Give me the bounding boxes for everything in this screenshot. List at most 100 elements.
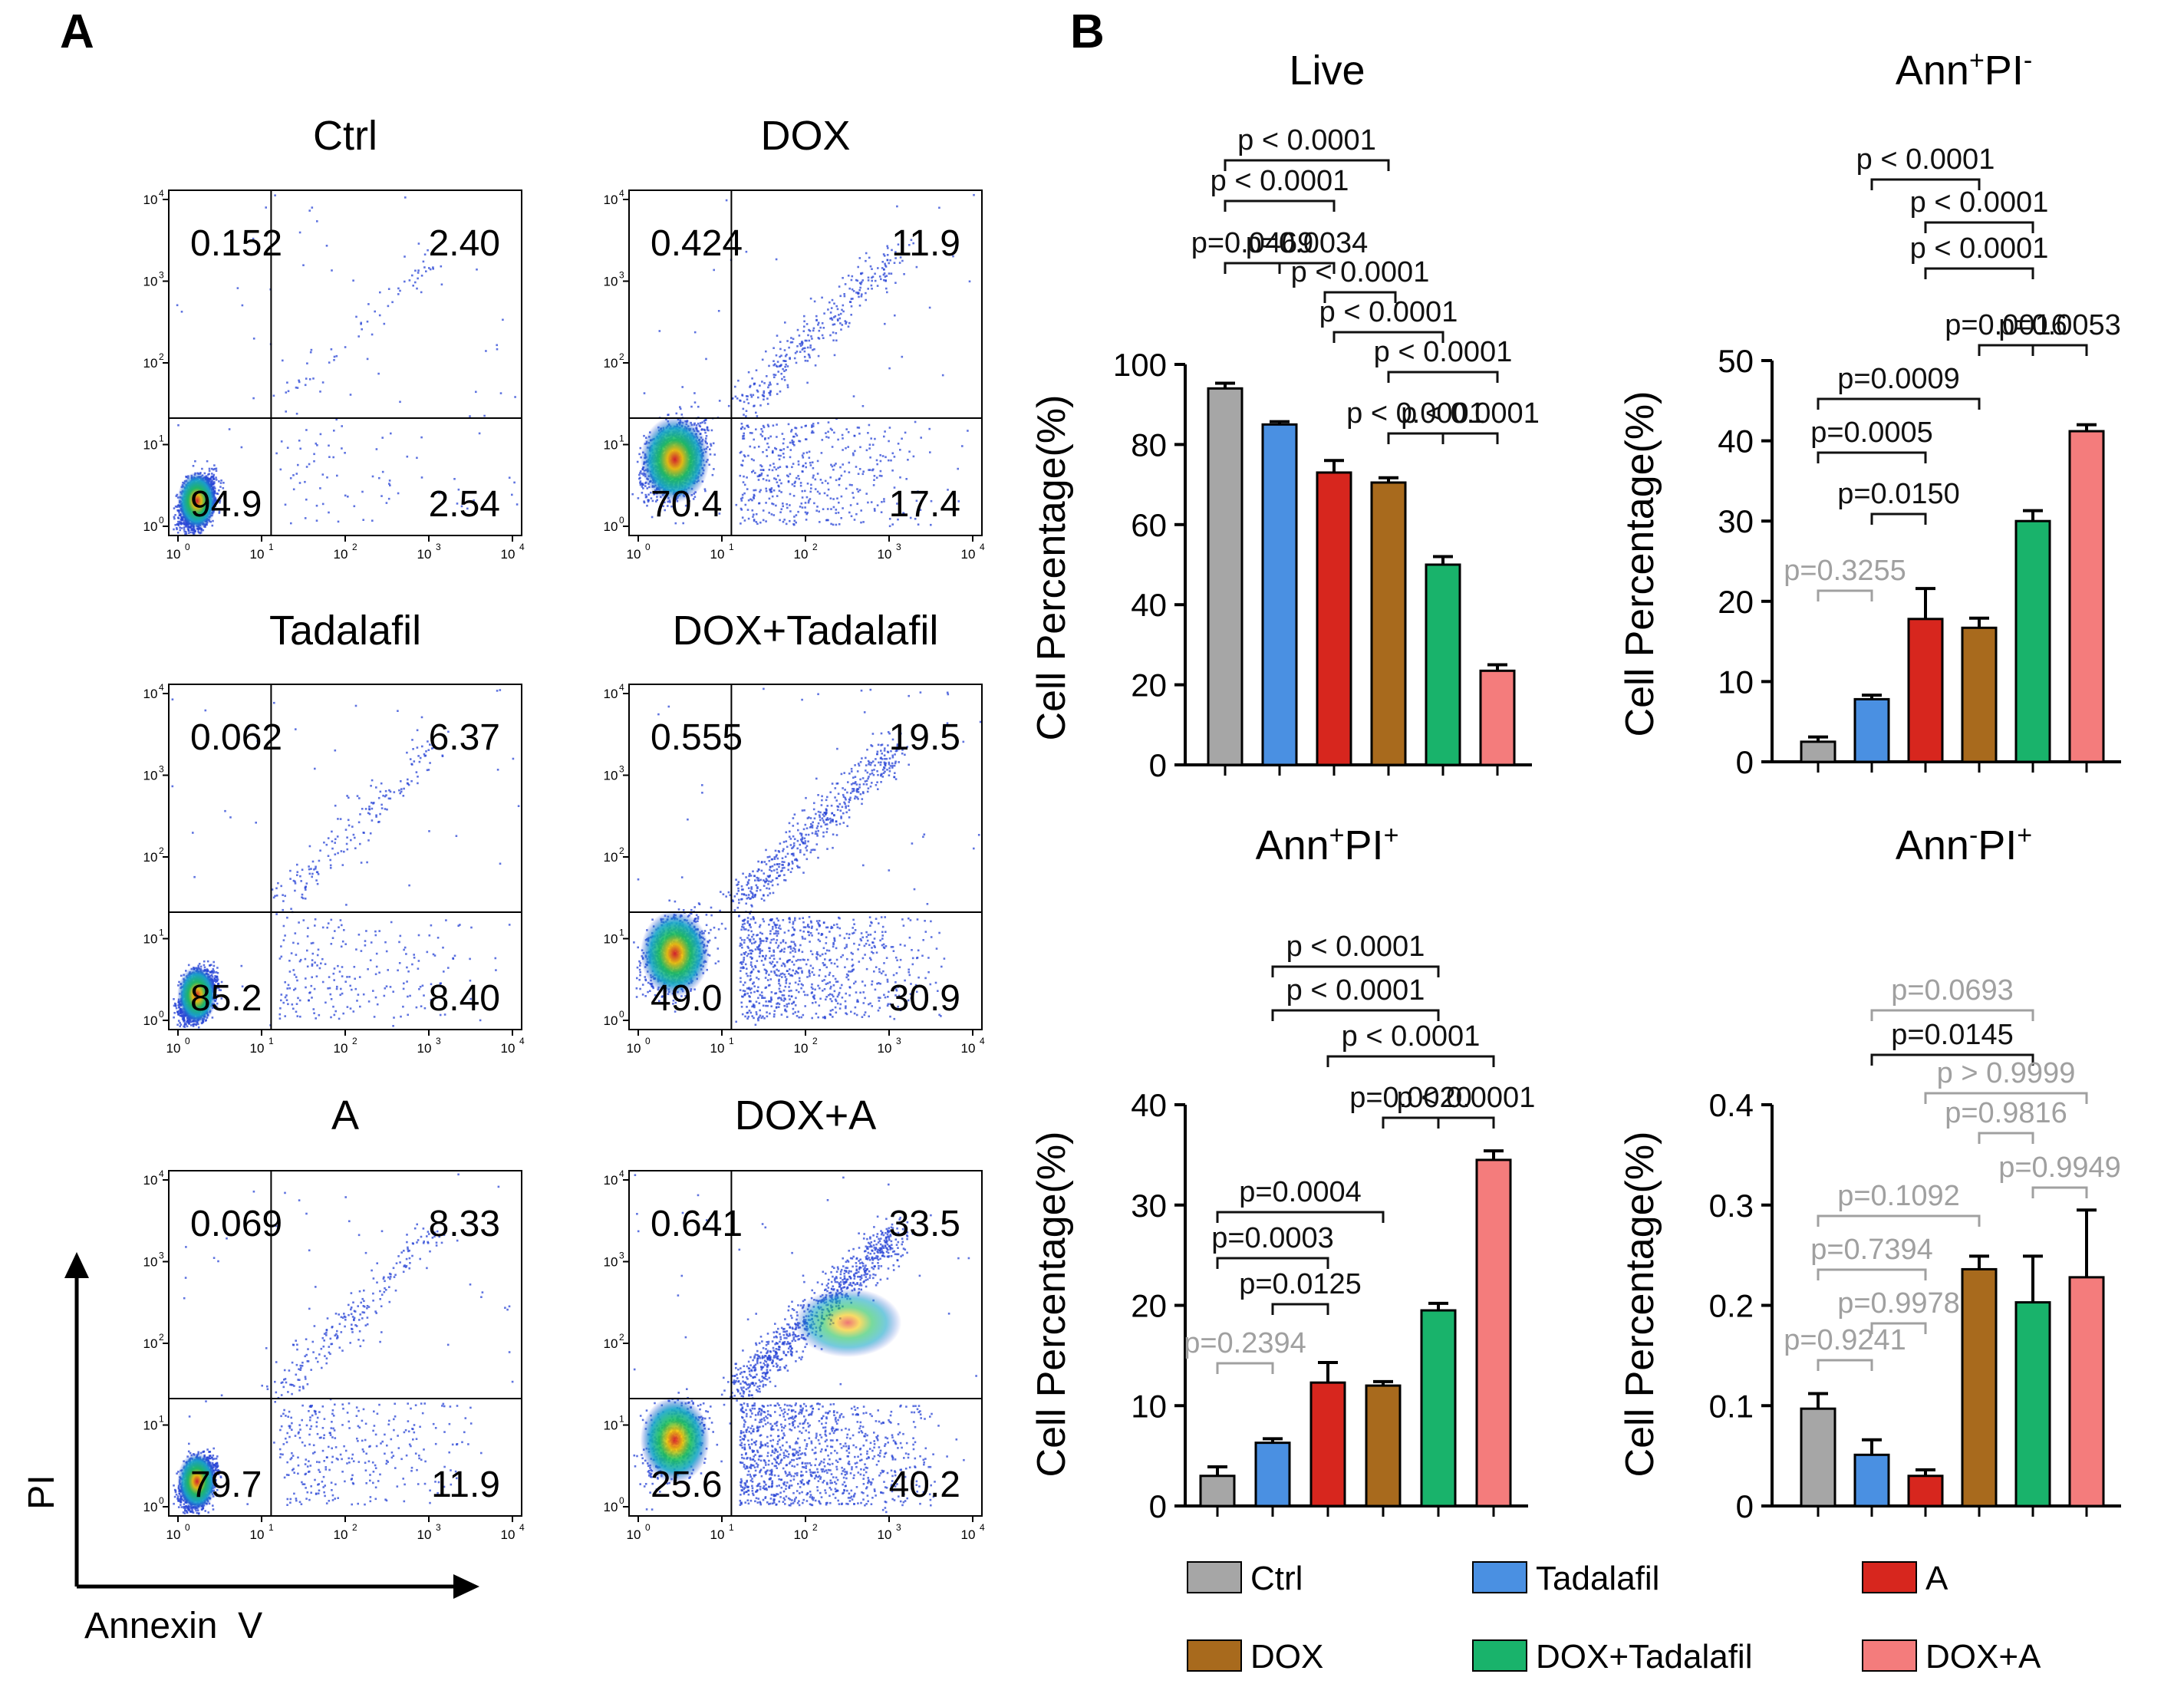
flow-event — [679, 406, 681, 408]
flow-event — [305, 377, 308, 380]
flow-event — [753, 446, 756, 449]
flow-event — [292, 488, 295, 491]
flow-event — [855, 512, 858, 516]
flow-event — [751, 499, 753, 502]
flow-event — [870, 437, 872, 440]
flow-event — [353, 505, 356, 508]
flow-event — [855, 466, 858, 468]
flow-event — [675, 412, 678, 415]
flow-event — [772, 514, 776, 516]
flow-event — [772, 503, 775, 506]
y-tick-exponent: 4 — [159, 188, 164, 199]
flow-event — [693, 401, 697, 404]
flow-event — [874, 509, 876, 512]
flow-event — [805, 438, 808, 440]
flow-event — [336, 474, 338, 477]
flow-event — [806, 483, 809, 485]
flow-event — [832, 506, 835, 509]
flow-event — [298, 231, 301, 234]
flow-event — [747, 517, 750, 520]
flow-event — [325, 245, 328, 247]
flow-event — [907, 459, 909, 461]
flow-event — [285, 391, 288, 394]
flow-event — [385, 502, 388, 504]
flow-event — [878, 474, 881, 477]
flow-event — [754, 489, 757, 492]
flow-event — [835, 479, 838, 482]
x-tick-label: 10 — [501, 547, 516, 562]
flow-event — [177, 524, 180, 527]
flow-event — [884, 430, 886, 433]
flow-event — [821, 439, 824, 441]
flow-event — [840, 474, 843, 477]
flow-event — [806, 512, 809, 514]
flow-event — [755, 521, 758, 523]
flow-event — [173, 516, 176, 519]
flow-event — [905, 478, 908, 480]
flow-event — [747, 371, 750, 374]
flow-event — [822, 508, 825, 510]
flow-event — [816, 506, 819, 508]
flow-event — [838, 483, 841, 486]
flow-event — [797, 463, 800, 466]
flow-event — [366, 320, 369, 323]
flow-event — [799, 482, 802, 484]
flow-event — [429, 268, 432, 271]
flow-event — [352, 279, 354, 282]
flow-event — [333, 359, 335, 361]
flow-event — [773, 466, 776, 469]
flow-event — [207, 473, 209, 476]
flow-event — [870, 501, 873, 503]
flow-event — [422, 260, 425, 263]
flow-event — [847, 446, 849, 448]
flow-event — [759, 521, 762, 524]
flow-event — [194, 460, 196, 463]
flow-event — [819, 521, 821, 523]
flow-event — [779, 466, 782, 468]
flow-event — [755, 428, 757, 430]
flow-event — [514, 396, 516, 398]
flow-event — [860, 521, 862, 524]
flow-event — [397, 492, 400, 495]
flow-event — [809, 464, 812, 466]
flow-event — [805, 519, 808, 521]
flow-event — [747, 499, 750, 502]
flow-event — [808, 450, 811, 453]
flow-event — [868, 443, 871, 446]
flow-event — [881, 455, 884, 457]
flow-event — [381, 437, 384, 439]
flow-event — [387, 497, 390, 500]
flow-event — [701, 421, 703, 423]
flow-event — [761, 430, 764, 433]
y-tick-label: 10 — [143, 275, 158, 289]
flow-event — [801, 489, 804, 493]
flow-event — [647, 493, 650, 496]
flow-event — [337, 520, 340, 523]
flow-event — [858, 489, 861, 492]
flow-event — [475, 390, 477, 394]
flow-event — [816, 490, 819, 493]
flow-event — [333, 430, 335, 432]
flow-event — [347, 496, 349, 498]
flow-event — [872, 468, 875, 471]
flow-event — [742, 481, 745, 483]
flow-event — [790, 430, 792, 433]
flow-event — [759, 469, 763, 471]
flow-event — [177, 517, 180, 519]
flow-event — [513, 481, 516, 484]
flow-event — [831, 446, 834, 448]
flow-event — [777, 466, 779, 470]
flow-event — [290, 522, 292, 525]
flow-event — [387, 305, 390, 308]
flow-event — [847, 431, 850, 433]
flow-event — [341, 447, 343, 450]
flow-event — [759, 490, 761, 493]
flow-event — [208, 467, 211, 470]
flow-event — [778, 489, 781, 493]
flow-event — [868, 447, 871, 450]
flow-event — [780, 508, 783, 510]
flow-event — [476, 269, 478, 271]
flow-event — [801, 506, 804, 509]
flow-event — [743, 437, 746, 440]
